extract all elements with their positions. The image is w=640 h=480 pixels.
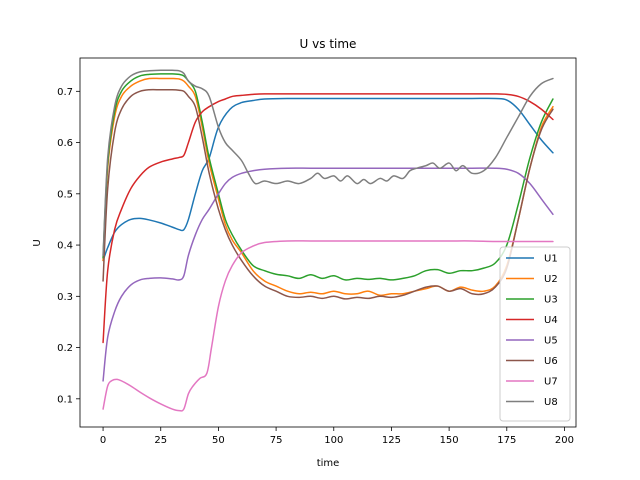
x-tick-label: 125 <box>382 435 401 446</box>
legend-label-u4: U4 <box>544 315 558 326</box>
x-axis-label: time <box>317 458 340 469</box>
series-line-u7 <box>102 240 554 412</box>
series-line-u2 <box>102 77 554 297</box>
x-tick-label: 50 <box>212 435 225 446</box>
y-tick-label: 0.3 <box>57 292 73 303</box>
x-tick-label: 0 <box>100 435 106 446</box>
series-line-u3 <box>102 73 554 281</box>
series-line-u6 <box>102 88 554 300</box>
x-tick-label: 150 <box>440 435 459 446</box>
legend-label-u5: U5 <box>544 336 558 347</box>
y-tick-label: 0.4 <box>57 241 73 252</box>
x-tick-label: 25 <box>154 435 167 446</box>
series-line-u8 <box>102 69 554 257</box>
legend-label-u3: U3 <box>544 295 558 306</box>
legend: U1 U2 U3 U4 U5 U6 U7 U8 <box>499 246 571 422</box>
series-line-u4 <box>102 93 554 344</box>
series-line-u1 <box>102 97 554 262</box>
y-axis-label: U <box>32 239 43 246</box>
y-tick-label: 0.7 <box>57 87 73 98</box>
legend-label-u7: U7 <box>544 377 558 388</box>
x-tick-label: 100 <box>324 435 343 446</box>
x-tick-label: 200 <box>555 435 574 446</box>
x-axis: 0 25 50 75 100 125 150 175 200 <box>100 427 574 446</box>
y-tick-label: 0.6 <box>57 138 73 149</box>
series-line-u5 <box>102 167 554 382</box>
legend-label-u8: U8 <box>544 397 558 408</box>
plot-frame <box>79 57 577 428</box>
series-lines <box>102 69 554 412</box>
y-tick-label: 0.1 <box>57 394 73 405</box>
chart-title: U vs time <box>300 37 357 51</box>
x-tick-label: 175 <box>497 435 516 446</box>
y-axis: 0.1 0.2 0.3 0.4 0.5 0.6 0.7 <box>57 87 80 405</box>
legend-label-u6: U6 <box>544 356 558 367</box>
x-tick-label: 75 <box>270 435 283 446</box>
y-tick-label: 0.2 <box>57 343 73 354</box>
legend-box <box>499 246 571 422</box>
legend-label-u1: U1 <box>544 254 558 265</box>
legend-label-u2: U2 <box>544 274 558 285</box>
y-tick-label: 0.5 <box>57 189 73 200</box>
